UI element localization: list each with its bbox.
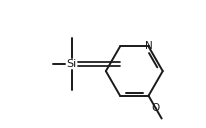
Text: O: O	[151, 103, 160, 113]
Text: N: N	[145, 41, 152, 51]
Text: Si: Si	[67, 59, 77, 69]
